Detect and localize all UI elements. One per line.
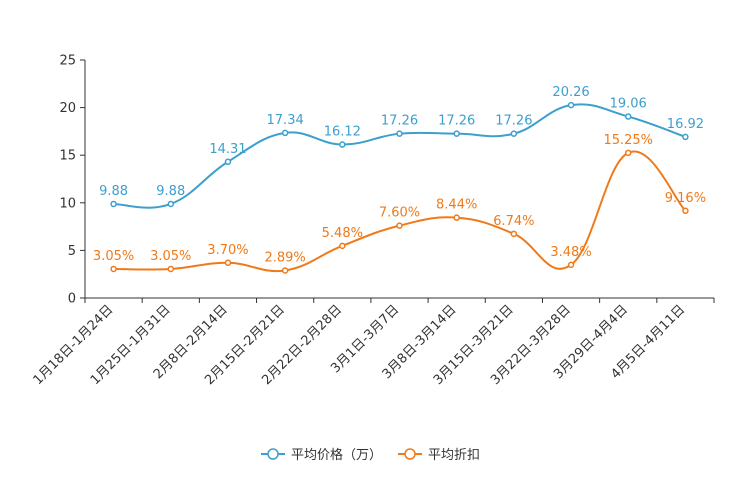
data-label: 8.44% bbox=[436, 198, 477, 213]
data-point[interactable] bbox=[624, 113, 632, 120]
legend-label: 平均价格（万） bbox=[291, 447, 382, 463]
data-point[interactable] bbox=[167, 265, 175, 273]
y-tick-label: 20 bbox=[59, 101, 76, 116]
data-label: 6.74% bbox=[493, 214, 534, 229]
data-point[interactable] bbox=[396, 222, 403, 229]
data-label: 3.70% bbox=[207, 243, 248, 258]
data-point[interactable] bbox=[110, 265, 117, 273]
data-label: 3.05% bbox=[93, 249, 134, 264]
y-tick-label: 25 bbox=[59, 54, 76, 69]
data-point[interactable] bbox=[281, 267, 289, 274]
series-line-1 bbox=[113, 150, 687, 273]
y-tick-label: 5 bbox=[68, 244, 76, 259]
legend-item-0[interactable]: 平均价格（万） bbox=[261, 447, 382, 463]
data-point[interactable] bbox=[510, 230, 518, 238]
data-point[interactable] bbox=[167, 200, 175, 208]
data-label: 17.26 bbox=[495, 114, 532, 129]
data-label: 17.26 bbox=[438, 114, 475, 129]
data-label: 5.48% bbox=[322, 226, 363, 241]
data-label: 7.60% bbox=[379, 206, 420, 221]
data-label: 2.89% bbox=[264, 250, 305, 265]
data-point[interactable] bbox=[224, 259, 232, 267]
data-point[interactable] bbox=[110, 200, 117, 208]
data-label: 9.16% bbox=[665, 191, 706, 206]
data-labels: 9.88 9.88 14.31 17.34 16.12 17.26 17.26 17.26 20… bbox=[93, 85, 706, 265]
data-label: 17.34 bbox=[267, 113, 304, 128]
data-point[interactable] bbox=[453, 130, 460, 137]
data-label: 3.48% bbox=[550, 245, 591, 260]
data-point[interactable] bbox=[567, 261, 575, 269]
data-label: 15.25% bbox=[603, 133, 653, 148]
data-label: 17.26 bbox=[381, 114, 418, 129]
data-label: 9.88 bbox=[99, 184, 128, 199]
y-tick-label: 10 bbox=[59, 196, 76, 211]
data-point[interactable] bbox=[510, 130, 518, 137]
data-label: 9.88 bbox=[156, 184, 185, 199]
data-point[interactable] bbox=[624, 149, 632, 157]
data-point[interactable] bbox=[453, 214, 460, 221]
data-label: 3.05% bbox=[150, 249, 191, 264]
data-point[interactable] bbox=[339, 141, 346, 148]
data-point[interactable] bbox=[339, 242, 346, 250]
data-label: 14.31 bbox=[209, 142, 246, 157]
data-label: 16.92 bbox=[667, 117, 704, 132]
data-point[interactable] bbox=[224, 158, 232, 166]
data-point[interactable] bbox=[682, 133, 689, 141]
legend-marker-icon bbox=[267, 448, 279, 460]
legend-marker-icon bbox=[404, 448, 416, 460]
y-tick-label: 15 bbox=[59, 149, 76, 164]
series-layer bbox=[110, 101, 689, 274]
data-point[interactable] bbox=[396, 130, 403, 137]
legend-label: 平均折扣 bbox=[428, 448, 480, 463]
data-point[interactable] bbox=[567, 101, 575, 109]
data-label: 16.12 bbox=[324, 125, 361, 140]
legend[interactable]: 平均价格（万） 平均折扣 bbox=[261, 447, 480, 463]
data-point[interactable] bbox=[682, 207, 689, 215]
data-point[interactable] bbox=[281, 129, 289, 137]
data-label: 19.06 bbox=[610, 97, 647, 112]
data-label: 20.26 bbox=[552, 85, 589, 100]
legend-item-1[interactable]: 平均折扣 bbox=[398, 448, 480, 463]
y-tick-label: 0 bbox=[68, 292, 76, 307]
